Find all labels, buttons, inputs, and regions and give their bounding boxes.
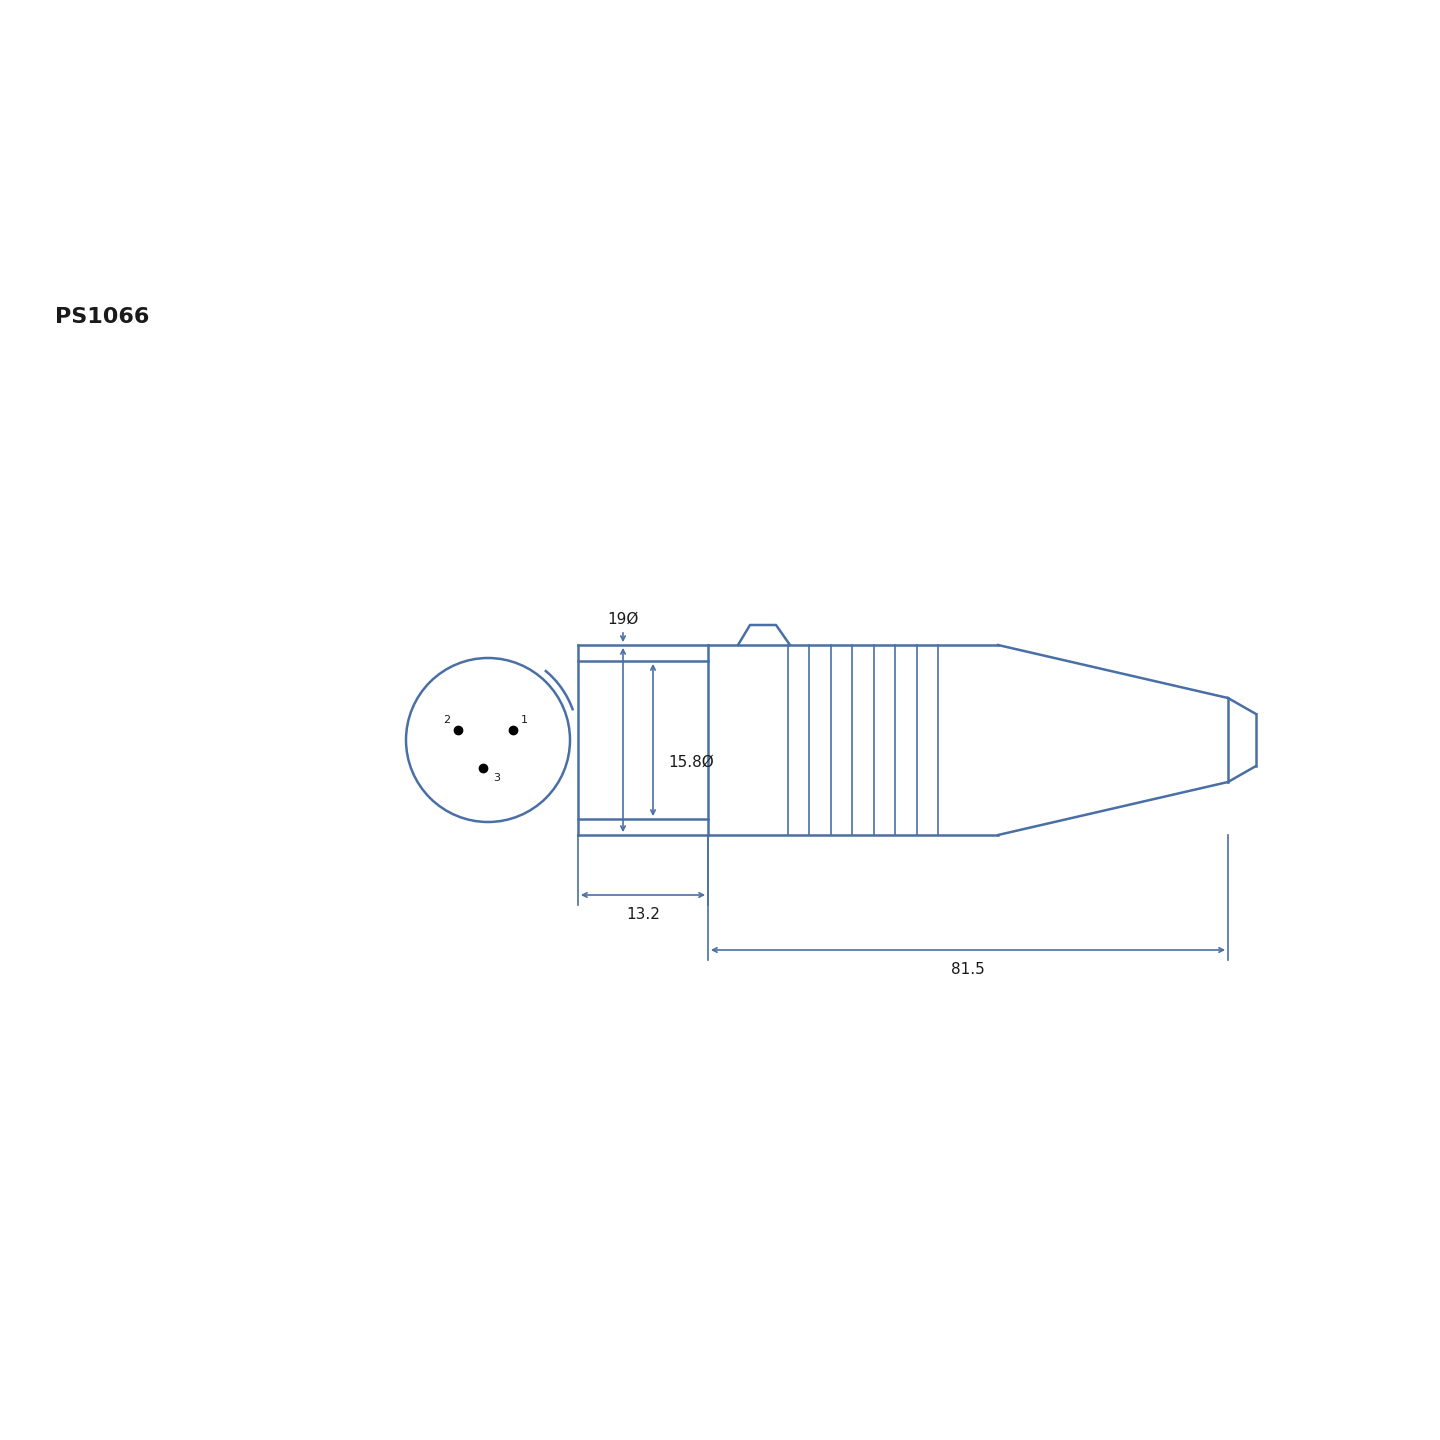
Text: 15.8Ø: 15.8Ø [668, 755, 714, 770]
Text: 81.5: 81.5 [952, 962, 985, 976]
Text: PS1066: PS1066 [55, 307, 150, 327]
Text: 2: 2 [444, 716, 449, 724]
Text: 3: 3 [492, 773, 500, 783]
Text: 1: 1 [521, 716, 528, 724]
Text: 19Ø: 19Ø [608, 612, 639, 626]
Text: 13.2: 13.2 [626, 907, 660, 922]
